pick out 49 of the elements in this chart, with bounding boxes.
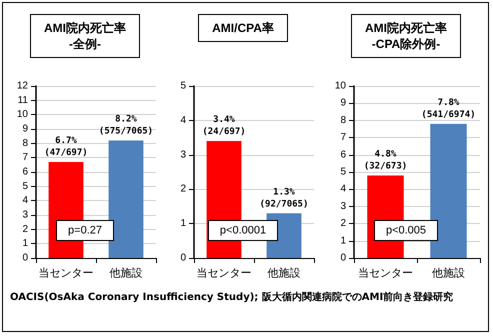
y-tick-label: 0 <box>340 252 346 264</box>
y-tick-label: 7 <box>22 152 28 164</box>
text: OACIS(OsAka Coronary Insufficiency Study); 阪大循内関連病院でのAMI前向き登録研究 <box>10 290 454 304</box>
y-tick-label: 10 <box>16 109 28 120</box>
y-tick-label: 1 <box>22 238 28 250</box>
y-tick-label: 3 <box>340 200 346 212</box>
chart-title: AMI院内死亡率 -全例- <box>44 21 126 51</box>
data-label: 6.7% (47/697) <box>44 136 88 158</box>
x-tick-label: 他施設 <box>432 266 465 280</box>
y-tick-label: 3 <box>180 149 186 160</box>
y-tick-label: 4 <box>180 114 186 126</box>
y-tick-label: 2 <box>180 184 186 195</box>
data-label: 7.8% (541/6974) <box>421 98 476 120</box>
data-label: 1.3% (92/7065) <box>260 187 308 210</box>
y-tick-label: 8 <box>340 114 346 126</box>
x-tick-label: 他施設 <box>110 266 142 280</box>
y-tick-label: 0 <box>180 252 186 264</box>
y-tick-label: 11 <box>18 94 28 106</box>
y-tick-label: 2 <box>340 218 346 230</box>
y-tick-label: 0 <box>22 252 28 264</box>
y-tick-label: 4 <box>22 195 28 206</box>
annotation: p<0.005 <box>386 224 426 236</box>
y-tick-label: 1 <box>180 218 186 230</box>
data-label: 4.8% (32/673) <box>364 149 408 172</box>
y-tick-label: 4 <box>340 184 346 195</box>
x-tick-label: 他施設 <box>268 266 300 280</box>
x-tick-label: 当センター <box>38 268 94 280</box>
chart-title: AMI院内死亡率 -CPA除外例- <box>365 21 447 51</box>
y-tick-label: 9 <box>340 98 346 109</box>
y-tick-label: 5 <box>22 180 28 192</box>
x-tick-label: 当センター <box>358 268 413 280</box>
data-label: 3.4% (24/697) <box>202 115 246 138</box>
annotation: p=0.27 <box>68 224 102 236</box>
y-tick-label: 5 <box>340 166 346 178</box>
y-tick-label: 6 <box>22 166 28 178</box>
y-tick-label: 6 <box>340 149 346 160</box>
y-tick-label: 12 <box>16 80 28 92</box>
y-tick-label: 8 <box>22 138 28 149</box>
y-tick-label: 5 <box>180 80 186 92</box>
y-tick-label: 9 <box>22 124 28 134</box>
annotation: p<0.0001 <box>220 224 266 236</box>
chart-title: AMI/CPA率 <box>212 21 274 35</box>
y-tick-label: 3 <box>22 210 28 220</box>
x-tick-label: 当センター <box>196 268 252 280</box>
y-tick-label: 10 <box>334 80 346 92</box>
y-tick-label: 2 <box>22 224 28 235</box>
y-tick-label: 1 <box>340 235 346 246</box>
data-label: 8.2% (575/7065) <box>98 114 154 136</box>
y-tick-label: 7 <box>340 132 346 144</box>
